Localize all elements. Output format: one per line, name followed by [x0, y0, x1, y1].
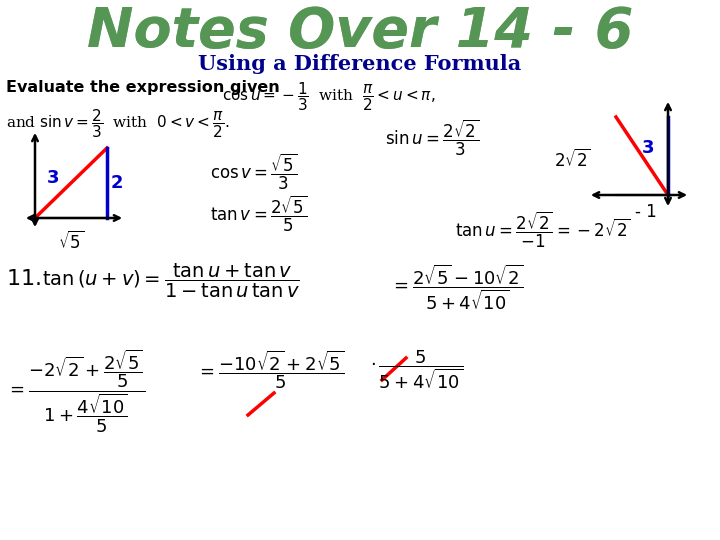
Text: Evaluate the expression given: Evaluate the expression given	[6, 80, 280, 95]
Text: Using a Difference Formula: Using a Difference Formula	[199, 54, 521, 74]
Text: $\cos v = \dfrac{\sqrt{5}}{3}$: $\cos v = \dfrac{\sqrt{5}}{3}$	[210, 152, 297, 192]
Text: Notes Over 14 - 6: Notes Over 14 - 6	[87, 5, 633, 59]
Text: $\cdot\, \dfrac{5}{5 + 4\sqrt{10}}$: $\cdot\, \dfrac{5}{5 + 4\sqrt{10}}$	[370, 348, 464, 391]
Text: 2: 2	[111, 174, 124, 192]
Text: $\tan v = \dfrac{2\sqrt{5}}{5}$: $\tan v = \dfrac{2\sqrt{5}}{5}$	[210, 194, 307, 234]
Text: - 1: - 1	[635, 203, 657, 221]
Text: $= \dfrac{2\sqrt{5} - 10\sqrt{2}}{5 + 4\sqrt{10}}$: $= \dfrac{2\sqrt{5} - 10\sqrt{2}}{5 + 4\…	[390, 262, 523, 312]
Text: and $\sin v = \dfrac{2}{3}$  with  $0 < v < \dfrac{\pi}{2}.$: and $\sin v = \dfrac{2}{3}$ with $0 < v …	[6, 107, 230, 140]
Text: $\tan\left(u+v\right) = \dfrac{\tan u + \tan v}{1 - \tan u\,\tan v}$: $\tan\left(u+v\right) = \dfrac{\tan u + …	[42, 262, 300, 300]
Text: $\tan u = \dfrac{2\sqrt{2}}{-1} = -2\sqrt{2}$: $\tan u = \dfrac{2\sqrt{2}}{-1} = -2\sqr…	[455, 210, 631, 250]
Text: $2\sqrt{2}$: $2\sqrt{2}$	[554, 149, 591, 171]
Text: $11.$: $11.$	[6, 268, 41, 290]
Text: $= \dfrac{-2\sqrt{2} + \dfrac{2\sqrt{5}}{5}}{1 + \dfrac{4\sqrt{10}}{5}}$: $= \dfrac{-2\sqrt{2} + \dfrac{2\sqrt{5}}…	[6, 348, 145, 435]
Text: $\sqrt{5}$: $\sqrt{5}$	[58, 231, 84, 253]
Text: $\cos u = -\dfrac{1}{3}$  with  $\dfrac{\pi}{2} < u < \pi,$: $\cos u = -\dfrac{1}{3}$ with $\dfrac{\p…	[222, 80, 436, 113]
Text: 3: 3	[642, 139, 654, 157]
Text: $\sin u = \dfrac{2\sqrt{2}}{3}$: $\sin u = \dfrac{2\sqrt{2}}{3}$	[385, 118, 480, 158]
Text: 3: 3	[47, 169, 59, 187]
Text: Notes Over 14 - 6: Notes Over 14 - 6	[87, 5, 633, 59]
Text: $= \dfrac{-10\sqrt{2} + 2\sqrt{5}}{5}$: $= \dfrac{-10\sqrt{2} + 2\sqrt{5}}{5}$	[196, 348, 344, 391]
